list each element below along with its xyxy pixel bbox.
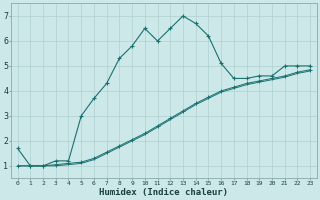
X-axis label: Humidex (Indice chaleur): Humidex (Indice chaleur) xyxy=(100,188,228,197)
